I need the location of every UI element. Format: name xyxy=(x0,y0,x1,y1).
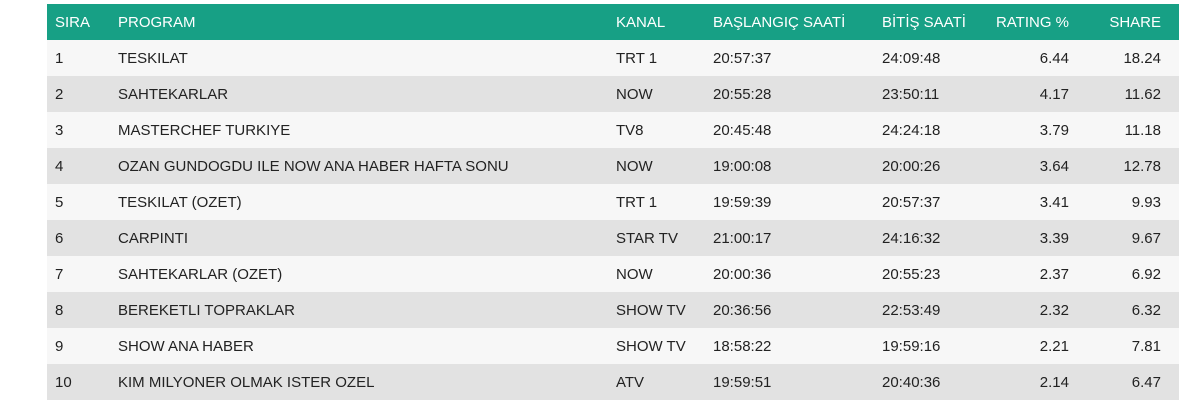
cell-baslangic-saati: 18:58:22 xyxy=(713,337,772,355)
cell-baslangic-saati: 19:00:08 xyxy=(713,157,772,175)
cell-bitis-saati: 23:50:11 xyxy=(882,85,940,103)
ratings-table-container: SIRA PROGRAM KANAL BAŞLANGIÇ SAATİ BİTİŞ… xyxy=(47,4,1179,400)
cell-kanal: TV8 xyxy=(616,121,644,139)
cell-share: 6.92 xyxy=(1131,265,1161,283)
header-sira[interactable]: SIRA xyxy=(55,13,91,31)
cell-rating: 3.64 xyxy=(1039,157,1069,175)
table-row: 9 SHOW ANA HABER SHOW TV 18:58:22 19:59:16 2.… xyxy=(47,328,1179,364)
cell-share: 6.32 xyxy=(1131,301,1161,319)
cell-kanal: NOW xyxy=(616,157,653,175)
cell-program: BEREKETLI TOPRAKLAR xyxy=(118,301,296,319)
cell-kanal: ATV xyxy=(616,373,645,391)
cell-sira: 4 xyxy=(55,157,64,175)
cell-bitis-saati: 24:24:18 xyxy=(882,121,941,139)
header-rating[interactable]: RATING % xyxy=(995,13,1069,31)
cell-baslangic-saati: 19:59:39 xyxy=(713,193,772,211)
cell-share: 9.93 xyxy=(1131,193,1161,211)
cell-baslangic-saati: 20:36:56 xyxy=(713,301,772,319)
cell-baslangic-saati: 20:45:48 xyxy=(713,121,772,139)
cell-kanal: SHOW TV xyxy=(616,301,686,319)
cell-bitis-saati: 20:55:23 xyxy=(882,265,941,283)
header-kanal[interactable]: KANAL xyxy=(616,13,666,31)
cell-rating: 2.37 xyxy=(1039,265,1069,283)
table-row: 3 MASTERCHEF TURKIYE TV8 20:45:48 24:24:18 3.… xyxy=(47,112,1179,148)
cell-bitis-saati: 24:09:48 xyxy=(882,49,941,67)
cell-program: TESKILAT xyxy=(118,49,188,67)
cell-sira: 10 xyxy=(55,373,72,391)
header-baslangic-saati[interactable]: BAŞLANGIÇ SAATİ xyxy=(713,13,846,31)
table-header: SIRA PROGRAM KANAL BAŞLANGIÇ SAATİ BİTİŞ… xyxy=(47,4,1179,40)
cell-share: 6.47 xyxy=(1131,373,1161,391)
header-row: SIRA PROGRAM KANAL BAŞLANGIÇ SAATİ BİTİŞ… xyxy=(47,4,1179,40)
cell-baslangic-saati: 20:55:28 xyxy=(713,85,772,103)
table-row: 6 CARPINTI STAR TV 21:00:17 24:16:32 3.39 9.67 xyxy=(47,220,1179,256)
cell-rating: 3.41 xyxy=(1039,193,1069,211)
cell-kanal: STAR TV xyxy=(616,229,678,247)
cell-kanal: NOW xyxy=(616,85,653,103)
cell-baslangic-saati: 20:00:36 xyxy=(713,265,772,283)
cell-rating: 4.17 xyxy=(1039,85,1069,103)
table-row: 2 SAHTEKARLAR NOW 20:55:28 23:50:11 4.17 11.62 xyxy=(47,76,1179,112)
cell-program: SAHTEKARLAR (OZET) xyxy=(118,265,283,283)
cell-sira: 3 xyxy=(55,121,64,139)
cell-rating: 3.39 xyxy=(1039,229,1069,247)
table-body: 1 TESKILAT TRT 1 20:57:37 24:09:48 6.44 18.24 2… xyxy=(47,40,1179,400)
cell-sira: 5 xyxy=(55,193,64,211)
cell-share: 7.81 xyxy=(1131,337,1161,355)
header-share[interactable]: SHARE xyxy=(1109,13,1161,31)
cell-kanal: TRT 1 xyxy=(616,193,658,211)
cell-bitis-saati: 20:57:37 xyxy=(882,193,941,211)
cell-sira: 8 xyxy=(55,301,64,319)
table-row: 5 TESKILAT (OZET) TRT 1 19:59:39 20:57:37 3.4… xyxy=(47,184,1179,220)
cell-rating: 2.14 xyxy=(1039,373,1069,391)
cell-program: OZAN GUNDOGDU ILE NOW ANA HABER HAFTA SO… xyxy=(118,157,509,175)
table-row: 7 SAHTEKARLAR (OZET) NOW 20:00:36 20:55:23 2.… xyxy=(47,256,1179,292)
cell-bitis-saati: 24:16:32 xyxy=(882,229,941,247)
cell-share: 9.67 xyxy=(1131,229,1161,247)
cell-program: SAHTEKARLAR xyxy=(118,85,229,103)
cell-program: MASTERCHEF TURKIYE xyxy=(118,121,291,139)
header-program[interactable]: PROGRAM xyxy=(118,13,196,31)
header-bitis-saati[interactable]: BİTİŞ SAATİ xyxy=(882,13,966,31)
cell-bitis-saati: 20:40:36 xyxy=(882,373,941,391)
cell-program: TESKILAT (OZET) xyxy=(118,193,242,211)
cell-sira: 9 xyxy=(55,337,64,355)
cell-sira: 7 xyxy=(55,265,64,283)
cell-baslangic-saati: 20:57:37 xyxy=(713,49,772,67)
table-row: 4 OZAN GUNDOGDU ILE NOW ANA HABER HAFTA S… xyxy=(47,148,1179,184)
cell-sira: 6 xyxy=(55,229,64,247)
cell-kanal: SHOW TV xyxy=(616,337,686,355)
cell-program: CARPINTI xyxy=(118,229,189,247)
cell-program: SHOW ANA HABER xyxy=(118,337,254,355)
cell-kanal: NOW xyxy=(616,265,653,283)
cell-sira: 2 xyxy=(55,85,64,103)
cell-share: 12.78 xyxy=(1123,157,1161,175)
cell-kanal: TRT 1 xyxy=(616,49,658,67)
cell-bitis-saati: 19:59:16 xyxy=(882,337,941,355)
cell-share: 11.62 xyxy=(1124,85,1161,103)
ratings-table: SIRA PROGRAM KANAL BAŞLANGIÇ SAATİ BİTİŞ… xyxy=(47,4,1179,400)
cell-baslangic-saati: 21:00:17 xyxy=(713,229,772,247)
cell-bitis-saati: 22:53:49 xyxy=(882,301,941,319)
table-row: 8 BEREKETLI TOPRAKLAR SHOW TV 20:36:56 22:53… xyxy=(47,292,1179,328)
cell-program: KIM MILYONER OLMAK ISTER OZEL xyxy=(118,373,375,391)
cell-rating: 3.79 xyxy=(1039,121,1069,139)
cell-baslangic-saati: 19:59:51 xyxy=(713,373,772,391)
cell-sira: 1 xyxy=(55,49,64,67)
cell-rating: 2.32 xyxy=(1039,301,1069,319)
cell-bitis-saati: 20:00:26 xyxy=(882,157,941,175)
cell-rating: 6.44 xyxy=(1039,49,1069,67)
table-row: 1 TESKILAT TRT 1 20:57:37 24:09:48 6.44 18.24 xyxy=(47,40,1179,76)
cell-share: 18.24 xyxy=(1123,49,1161,67)
cell-rating: 2.21 xyxy=(1039,337,1069,355)
cell-share: 11.18 xyxy=(1124,121,1161,139)
table-row: 10 KIM MILYONER OLMAK ISTER OZEL ATV 19:59:… xyxy=(47,364,1179,400)
